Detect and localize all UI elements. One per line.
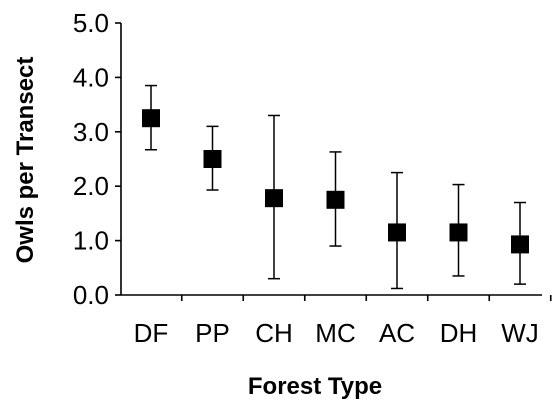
x-tick-label: CH [255,318,293,348]
data-points [142,109,529,254]
y-tick-label: 2.0 [73,171,109,201]
data-point [326,190,345,209]
data-point [388,223,406,242]
data-point [511,235,529,254]
x-tick-label: DF [134,318,169,348]
data-point [142,109,160,128]
y-tick-label: 1.0 [73,226,109,256]
x-axis: DF PP CH MC AC DH WJ [121,294,552,348]
error-bars [145,84,526,290]
y-tick-label: 5.0 [73,8,109,38]
x-axis-title: Forest Type [248,373,382,400]
x-tick-label: MC [315,318,355,348]
y-tick-label: 3.0 [73,117,109,147]
y-axis-title: Owls per Transect [12,57,39,264]
y-tick-label: 4.0 [73,62,109,92]
y-tick-label: 0.0 [73,280,109,310]
x-tick-label: AC [379,318,415,348]
x-tick-label: WJ [501,318,539,348]
y-axis: 0.0 1.0 2.0 3.0 4.0 5.0 [73,8,122,310]
data-point [203,150,222,168]
x-tick-label: DH [440,318,478,348]
data-point [265,189,283,208]
x-tick-label: PP [195,318,230,348]
data-point [449,223,468,242]
